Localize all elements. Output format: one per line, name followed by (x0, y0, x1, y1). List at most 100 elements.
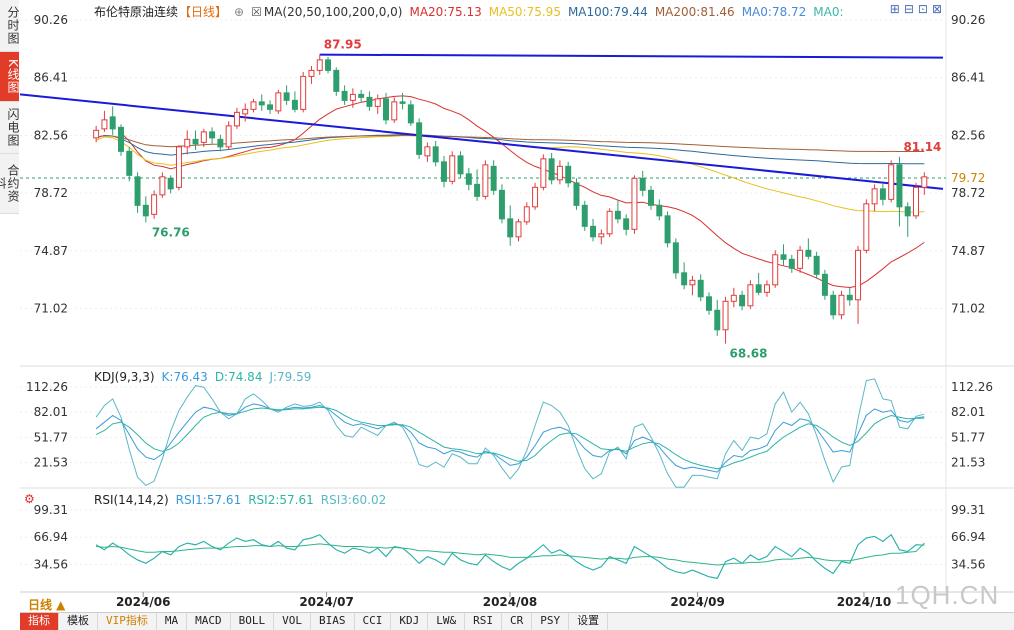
candle-body (556, 165, 563, 181)
candle-body (383, 98, 389, 121)
rsi-right-tick-label: 34.56 (951, 558, 985, 572)
settings-gear-icon[interactable]: ⚙ (24, 492, 35, 506)
ma50-value: MA50:75.95 (488, 5, 561, 19)
candle-body (590, 225, 597, 238)
chart-type-icon[interactable]: ☒ (251, 5, 262, 19)
side-tab-kline[interactable]: K线图 (0, 52, 20, 102)
candle-body (805, 249, 812, 257)
candle-body (225, 125, 232, 148)
high-annotation: 87.95 (324, 38, 362, 52)
rsi-header: RSI(14,14,2) RSI1:57.61 RSI2:57.61 RSI3:60.… (94, 493, 393, 507)
ma0-empty-value: MA0: (813, 5, 844, 19)
kdj-j-line (95, 378, 925, 488)
low-annotation-2: 68.68 (730, 347, 768, 361)
indicator-tab-4[interactable]: MACD (187, 613, 231, 630)
kdj-j-value: J:79.59 (269, 370, 312, 384)
indicator-tab-bar: 指标 模板 VIP指标 MA MACD BOLL VOL BIAS CCI KDJ LW& RSI CR… (20, 612, 1014, 630)
kdj-right-tick-label: 82.01 (951, 405, 985, 419)
indicator-tab-12[interactable]: CR (502, 613, 533, 630)
indicator-tab-9[interactable]: KDJ (391, 613, 429, 630)
chart-canvas[interactable]: 90.26 90.26 86.41 86.41 82.56 82.56 78.72 78.72… (20, 0, 1014, 610)
candle-body (565, 165, 572, 184)
fullscreen-icon[interactable]: ⊡ (917, 2, 932, 16)
recent-high-annotation: 81.14 (903, 140, 941, 154)
kdj-name: KDJ(9,3,3) (94, 370, 155, 384)
close-icon[interactable]: ⊠ (931, 2, 946, 16)
candle-body (167, 177, 174, 190)
trendline-down (20, 93, 944, 190)
indicator-tab-0[interactable]: 指标 (20, 613, 59, 630)
candle-body (747, 284, 754, 307)
rsi-name: RSI(14,14,2) (94, 493, 169, 507)
indicator-tab-11[interactable]: RSI (465, 613, 502, 630)
kdj-k-line (95, 403, 925, 473)
watermark: 1QH.CN (895, 580, 1000, 610)
period-button[interactable]: 日线 ▲ (28, 598, 66, 612)
ma-params: MA(20,50,100,200,0,0) (263, 5, 403, 19)
candle-body (242, 108, 249, 115)
candle-body (374, 98, 381, 107)
candle-body (449, 155, 456, 182)
x-tick-label: 2024/08 (483, 595, 537, 609)
side-tab-label: 闪电图 (6, 108, 20, 147)
indicator-tab-14[interactable]: 设置 (569, 613, 609, 630)
indicator-tab-1[interactable]: 模板 (59, 613, 98, 630)
candle-body (498, 189, 505, 220)
kdj-tick-label: 82.01 (34, 405, 68, 419)
candle-body (457, 155, 464, 175)
side-tab-flash[interactable]: 闪电图 (0, 102, 20, 154)
candle-body (416, 122, 423, 155)
instrument-name: 布伦特原油连续 (94, 5, 179, 19)
candle-body (846, 294, 853, 301)
kdj-right-tick-label: 21.53 (951, 456, 985, 470)
side-tab-contract-info[interactable]: 合约资料 (0, 154, 20, 214)
indicator-tab-7[interactable]: BIAS (311, 613, 355, 630)
indicator-tab-8[interactable]: CCI (355, 613, 392, 630)
indicator-tab-13[interactable]: PSY (532, 613, 570, 630)
indicator-tab-10[interactable]: LW& (428, 613, 466, 630)
trendline-high (319, 53, 944, 59)
zoom-in-icon[interactable]: ⊞ (889, 2, 904, 16)
indicator-tab-2[interactable]: VIP指标 (98, 613, 157, 630)
candle-body (482, 164, 489, 197)
candle-body (200, 131, 207, 143)
candle-body (921, 176, 928, 188)
indicator-tab-3[interactable]: MA (157, 613, 188, 630)
candle-body (838, 294, 845, 316)
candle-body (656, 204, 663, 217)
kdj-header: KDJ(9,3,3) K:76.43 D:74.84 J:79.59 (94, 370, 318, 384)
candle-body (507, 218, 514, 238)
kdj-tick-label: 51.77 (34, 430, 68, 444)
kdj-k-value: K:76.43 (161, 370, 208, 384)
candle-body (705, 296, 712, 311)
candle-body (598, 233, 605, 238)
side-tab-timeshare[interactable]: 分时图 (0, 0, 20, 52)
x-tick-label: 2024/09 (670, 595, 724, 609)
candle-body (739, 294, 746, 307)
ma20-line (120, 95, 925, 289)
candle-body (407, 104, 414, 124)
rsi-right-tick-label: 99.31 (951, 503, 985, 517)
indicator-tab-5[interactable]: BOLL (231, 613, 275, 630)
rsi-tick-label: 34.56 (34, 558, 68, 572)
candle-body (432, 146, 439, 163)
candle-body (871, 188, 878, 205)
rsi-tick-label: 99.31 (34, 503, 68, 517)
candle-body (888, 164, 895, 200)
indicator-tab-6[interactable]: VOL (274, 613, 311, 630)
target-icon[interactable]: ⊕ (234, 5, 245, 19)
candle-body (714, 309, 721, 331)
rsi2-line (95, 533, 925, 579)
candle-body (606, 210, 613, 235)
candle-body (855, 249, 862, 301)
candle-body (523, 206, 530, 223)
candle-body (763, 284, 770, 293)
candle-body (821, 273, 828, 296)
candle-body (830, 294, 837, 316)
candle-body (267, 104, 274, 110)
candle-body (474, 183, 481, 197)
zoom-out-icon[interactable]: ⊟ (903, 2, 918, 16)
candle-body (581, 204, 588, 227)
low-annotation-1: 76.76 (152, 225, 190, 239)
